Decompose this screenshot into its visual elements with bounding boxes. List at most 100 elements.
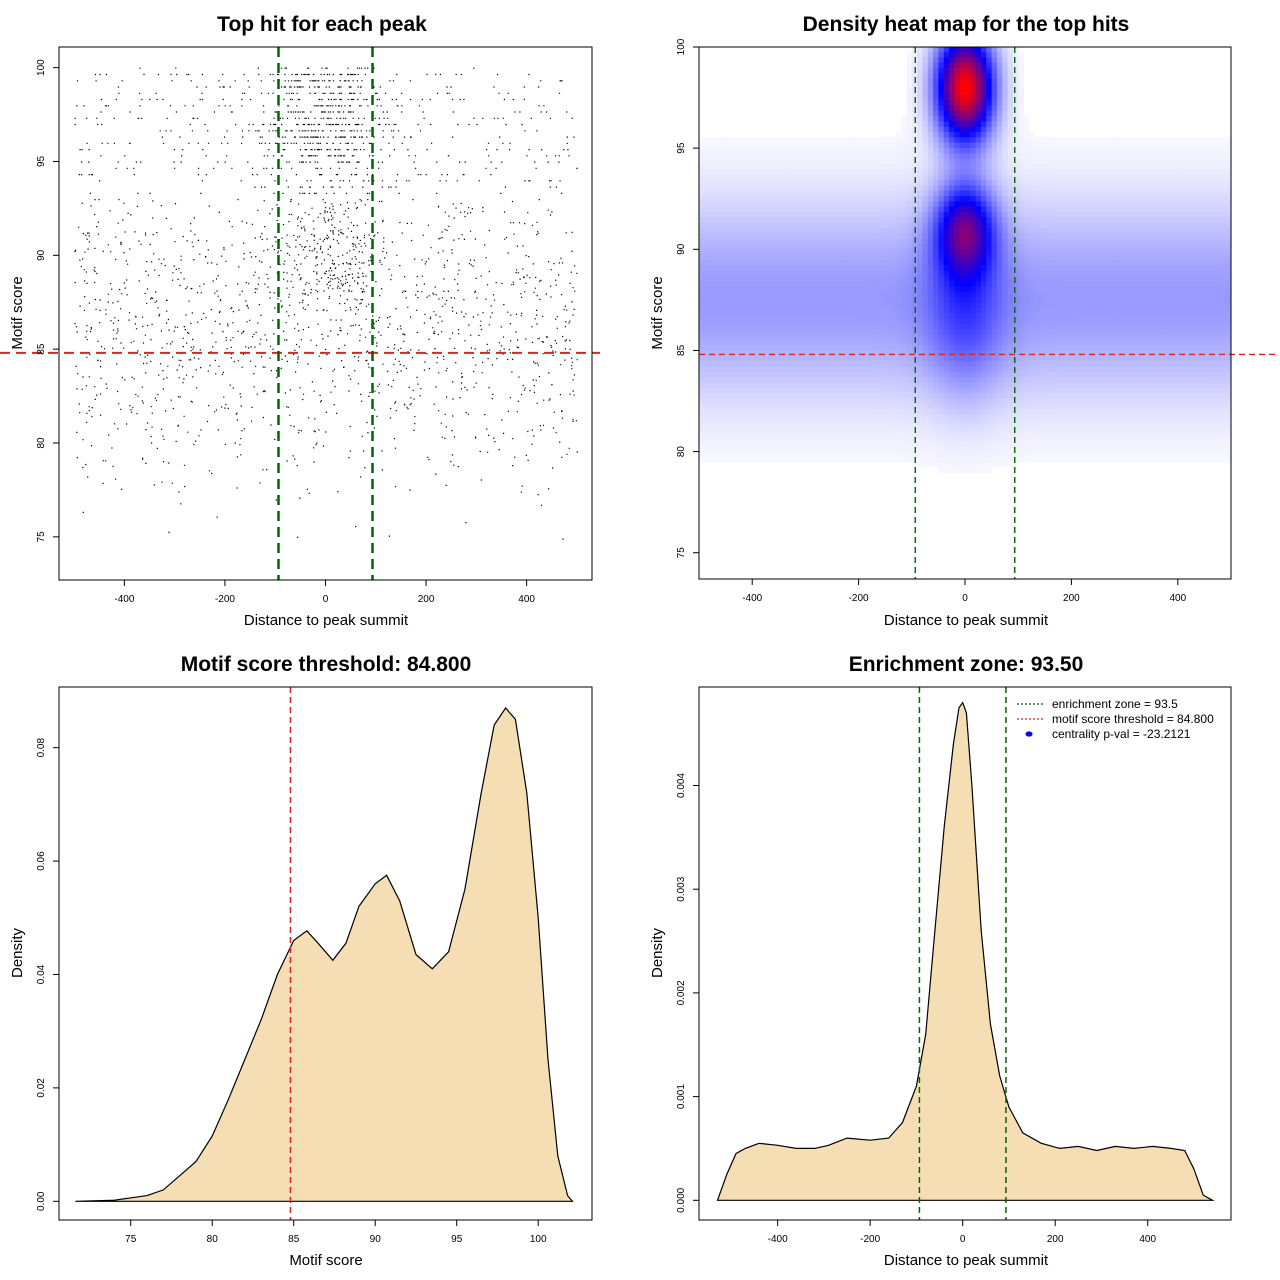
heatmap-cell [714, 238, 721, 245]
heatmap-cell [863, 180, 870, 186]
heatmap-cell [965, 153, 971, 160]
heatmap-cell [1044, 419, 1051, 426]
heatmap-cell [895, 318, 902, 325]
heatmap-cell [965, 110, 971, 117]
heatmap-cell [1092, 291, 1099, 298]
heatmap-cell [869, 297, 875, 303]
heatmap-cell [1050, 185, 1056, 192]
heatmap-cell [1055, 435, 1062, 442]
heatmap-cell [821, 222, 828, 229]
heatmap-cell [1018, 360, 1024, 367]
heatmap-cell [725, 164, 732, 170]
heatmap-cell [810, 366, 817, 372]
heatmap-cell [768, 195, 774, 202]
heatmap-cell [805, 334, 812, 340]
heatmap-cell [709, 451, 716, 458]
heatmap-cell [991, 243, 998, 250]
heatmap-cell [933, 446, 939, 452]
heatmap-cell [1012, 275, 1019, 282]
heatmap-cell [1028, 286, 1035, 293]
heatmap-cell [954, 62, 961, 69]
heatmap-cell [943, 217, 950, 223]
heatmap-cell [901, 307, 907, 314]
heatmap-cell [1092, 286, 1099, 293]
heatmap-cell [794, 392, 801, 399]
heatmap-cell [1092, 318, 1099, 325]
heatmap-cell [730, 206, 737, 213]
heatmap-cell [933, 100, 939, 106]
heatmap-cell [1060, 265, 1067, 271]
heatmap-cell [832, 403, 838, 410]
heatmap-cell [1018, 414, 1024, 420]
heatmap-cell [895, 158, 902, 165]
heatmap-cell [863, 307, 870, 314]
heatmap-cell [890, 419, 897, 426]
heatmap-cell [965, 121, 971, 128]
heatmap-cell [725, 430, 732, 436]
heatmap-cell [938, 430, 945, 436]
heatmap-cell [725, 275, 732, 282]
heatmap-cell [890, 142, 897, 149]
heatmap-cell [768, 164, 774, 170]
heatmap-cell [1007, 259, 1014, 266]
heatmap-cell [800, 355, 806, 362]
heatmap-cell [1007, 121, 1014, 128]
heatmap-cell [810, 217, 817, 223]
heatmap-cell [1002, 227, 1008, 234]
heatmap-cell [752, 233, 758, 239]
heatmap-cell [980, 318, 987, 325]
heatmap-cell [784, 424, 790, 431]
heatmap-cell [1055, 233, 1062, 239]
heatmap-cell [1087, 206, 1094, 213]
heatmap-cell [869, 201, 875, 207]
p1-y-tick-label: 75 [36, 531, 47, 543]
heatmap-cell [943, 211, 950, 218]
heatmap-cell [927, 174, 934, 181]
heatmap-cell [943, 387, 950, 394]
heatmap-cell [1060, 254, 1067, 261]
heatmap-cell [959, 68, 966, 74]
heatmap-cell [991, 456, 998, 463]
heatmap-cell [943, 259, 950, 266]
heatmap-cell [943, 297, 950, 303]
heatmap-cell [1039, 265, 1046, 271]
heatmap-cell [832, 387, 838, 394]
heatmap-cell [869, 243, 875, 250]
heatmap-cell [1060, 355, 1067, 362]
heatmap-cell [906, 57, 913, 64]
heatmap-cell [1007, 446, 1014, 452]
heatmap-cell [794, 164, 801, 170]
heatmap-cell [832, 148, 838, 154]
heatmap-cell [853, 233, 859, 239]
heatmap-cell [778, 355, 785, 362]
heatmap-cell [757, 334, 764, 340]
heatmap-cell [826, 334, 833, 340]
heatmap-cell [980, 376, 987, 383]
heatmap-cell [1018, 387, 1024, 394]
heatmap-cell [996, 84, 1003, 90]
heatmap-cell [810, 259, 817, 266]
heatmap-cell [943, 392, 950, 399]
heatmap-cell [730, 190, 737, 197]
heatmap-cell [699, 334, 705, 340]
heatmap-cell [980, 68, 987, 74]
heatmap-cell [917, 238, 923, 245]
heatmap-cell [933, 249, 939, 255]
heatmap-cell [816, 350, 822, 356]
heatmap-cell [991, 297, 998, 303]
heatmap-cell [922, 291, 929, 298]
heatmap-cell [773, 227, 780, 234]
heatmap-cell [954, 328, 961, 335]
heatmap-cell [794, 190, 801, 197]
heatmap-cell [794, 456, 801, 463]
heatmap-cell [1023, 286, 1030, 293]
heatmap-cell [1012, 174, 1019, 181]
heatmap-cell [927, 339, 934, 346]
heatmap-cell [954, 307, 961, 314]
heatmap-cell [1050, 142, 1056, 149]
heatmap-cell [842, 392, 849, 399]
heatmap-cell [917, 440, 923, 447]
heatmap-cell [938, 392, 945, 399]
heatmap-cell [879, 419, 886, 426]
heatmap-cell [959, 265, 966, 271]
